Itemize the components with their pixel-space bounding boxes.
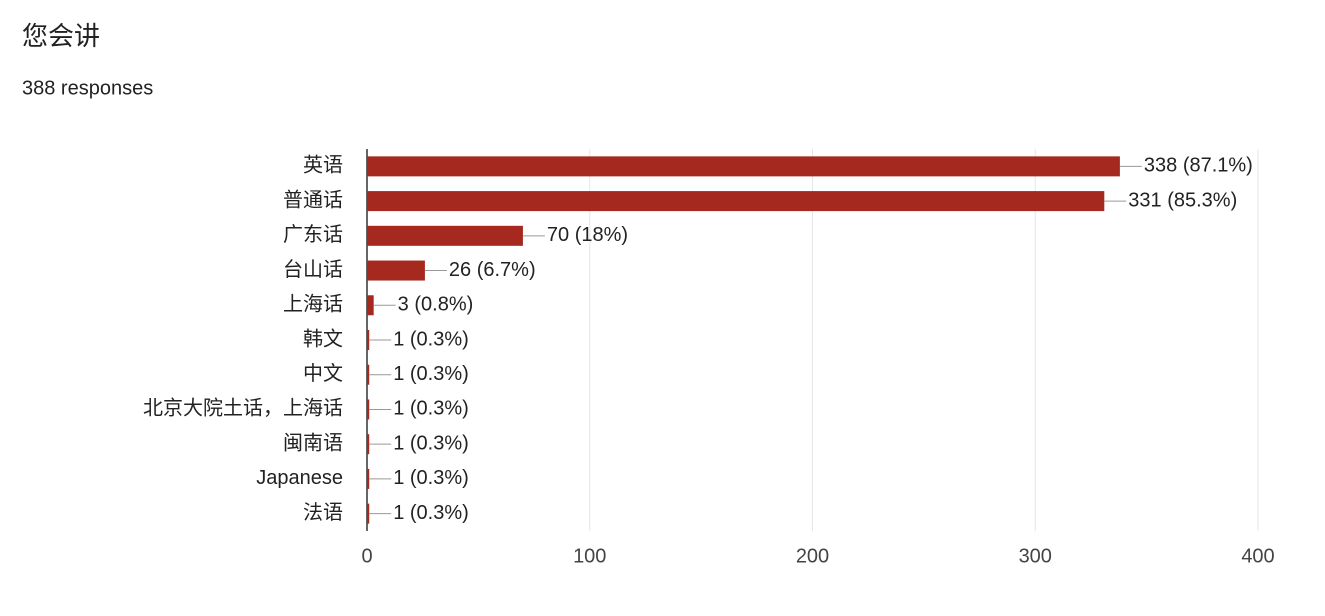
value-label: 1 (0.3%) (393, 398, 469, 420)
y-tick-label: 英语 (303, 154, 343, 177)
bar (367, 156, 1120, 177)
bar (367, 364, 370, 385)
bar (367, 468, 370, 489)
y-tick-label: 台山话 (283, 258, 343, 281)
y-tick-label: 北京大院土话，上海话 (143, 397, 343, 420)
y-tick-label: 广东话 (283, 223, 343, 246)
value-label: 70 (18%) (547, 224, 628, 246)
value-label: 1 (0.3%) (393, 502, 469, 524)
value-label: 1 (0.3%) (393, 328, 469, 350)
y-tick-label: 闽南语 (283, 431, 343, 454)
x-tick-label: 0 (361, 545, 372, 567)
y-tick-label: 中文 (303, 362, 343, 385)
bar (367, 503, 370, 524)
bar (367, 225, 523, 246)
value-label: 1 (0.3%) (393, 432, 469, 454)
chart-subtitle: 388 responses (22, 77, 153, 99)
x-tick-label: 200 (796, 545, 829, 567)
value-label: 331 (85.3%) (1128, 189, 1237, 211)
x-tick-label: 400 (1241, 545, 1274, 567)
value-label: 1 (0.3%) (393, 467, 469, 489)
bar (367, 434, 370, 455)
bar (367, 295, 374, 316)
chart-title: 您会讲 (22, 21, 100, 51)
value-label: 1 (0.3%) (393, 363, 469, 385)
y-tick-label: 普通话 (283, 188, 343, 211)
bar (367, 191, 1105, 212)
value-label: 3 (0.8%) (398, 294, 474, 316)
y-tick-label: 法语 (303, 501, 343, 524)
x-tick-label: 100 (573, 545, 606, 567)
bar (367, 330, 370, 350)
bar (367, 399, 370, 420)
y-tick-label: 上海话 (283, 293, 343, 316)
y-tick-label: Japanese (256, 467, 343, 489)
value-label: 338 (87.1%) (1144, 155, 1253, 177)
bar (367, 260, 425, 281)
x-tick-label: 300 (1019, 545, 1052, 567)
y-tick-label: 韩文 (303, 327, 343, 350)
value-label: 26 (6.7%) (449, 259, 536, 281)
